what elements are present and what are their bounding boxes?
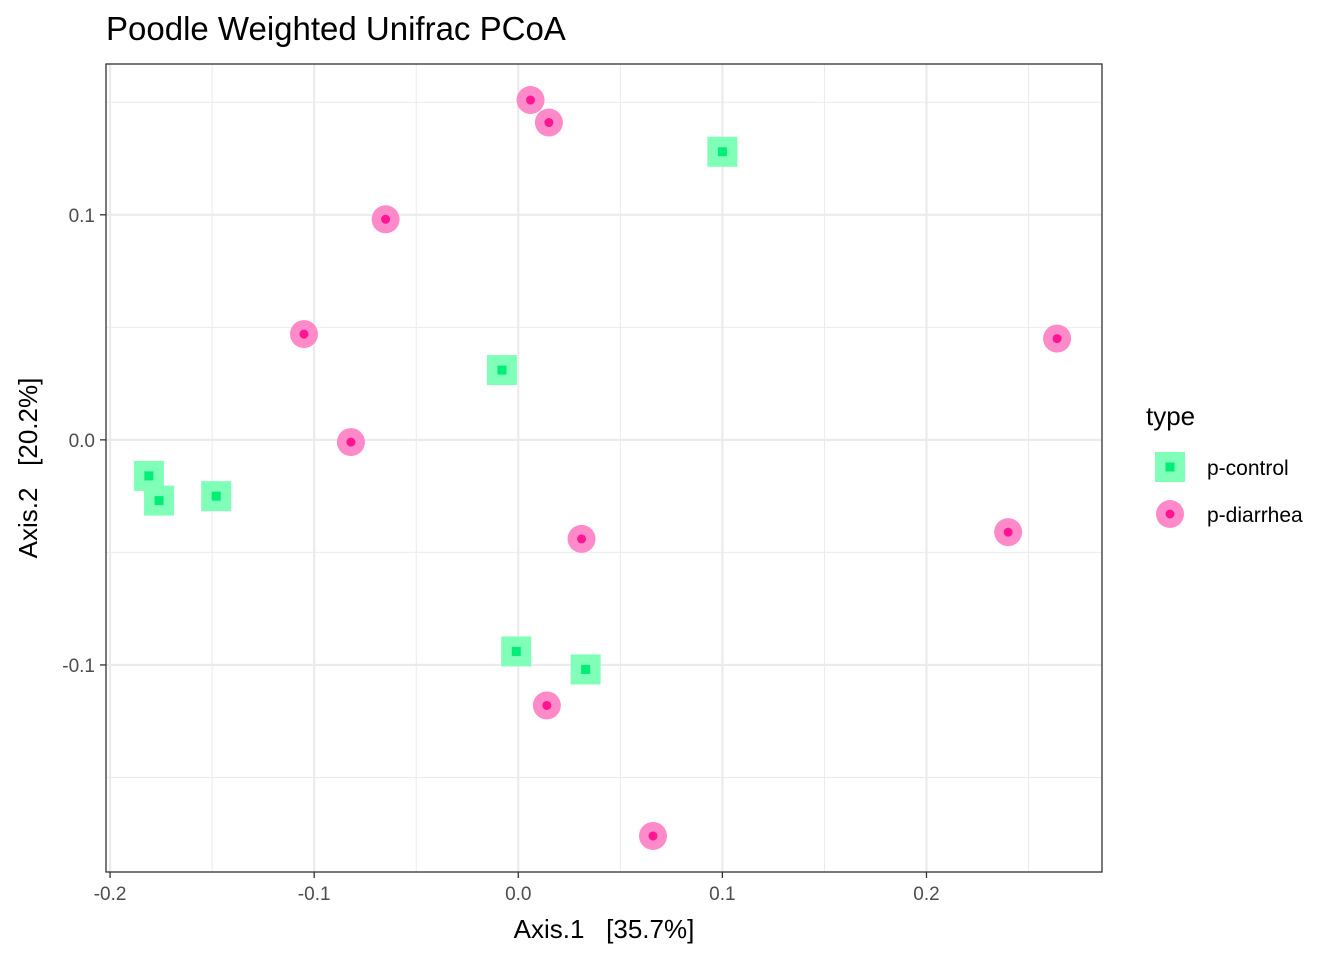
legend: type p-control p-diarrhea <box>1146 401 1303 528</box>
control-point <box>707 136 738 167</box>
x-tick-label: 0.1 <box>709 884 735 905</box>
x-axis: -0.2 -0.1 0.0 0.1 0.2 <box>94 872 940 905</box>
plot-background <box>106 64 1102 872</box>
legend-key-control <box>1155 452 1185 482</box>
legend-label: p-control <box>1207 457 1289 480</box>
diarrhea-point-core <box>542 700 552 710</box>
diarrhea-point <box>336 428 365 457</box>
diarrhea-point-core <box>1003 527 1013 537</box>
diarrhea-point-core <box>526 95 536 105</box>
diarrhea-point-core <box>346 437 356 447</box>
control-point-core <box>154 496 164 506</box>
diarrhea-point-core <box>577 534 587 544</box>
x-axis-title: Axis.1 [35.7%] <box>514 914 695 944</box>
y-axis-title: Axis.2 [20.2%] <box>13 378 43 559</box>
control-point-core <box>581 664 591 674</box>
grid-major <box>106 64 1102 872</box>
diarrhea-point-core <box>544 118 554 128</box>
x-tick-label: -0.2 <box>94 884 127 905</box>
y-tick-label: 0.1 <box>69 206 95 227</box>
y-tick-label: 0.0 <box>69 431 95 452</box>
data-points <box>133 86 1072 850</box>
diarrhea-point <box>371 205 400 234</box>
diarrhea-point <box>1043 324 1072 353</box>
diarrhea-point <box>567 524 596 553</box>
plot-border <box>105 63 1103 873</box>
diarrhea-point <box>532 691 561 720</box>
control-point <box>201 481 232 512</box>
diarrhea-point-core <box>1052 334 1062 344</box>
control-point <box>501 636 532 667</box>
control-point <box>570 654 601 685</box>
diarrhea-point <box>994 518 1023 547</box>
legend-label: p-diarrhea <box>1207 504 1303 527</box>
x-tick-label: 0.0 <box>505 884 531 905</box>
diarrhea-point <box>516 86 545 115</box>
control-point <box>144 485 175 516</box>
chart-title: Poodle Weighted Unifrac PCoA <box>106 10 566 47</box>
diarrhea-point-core <box>381 214 391 224</box>
diarrhea-point <box>534 108 563 137</box>
control-point-core <box>717 147 727 157</box>
grid-minor <box>106 64 1102 872</box>
control-point-core <box>511 646 521 656</box>
control-point-core <box>211 491 221 501</box>
y-tick-label: -0.1 <box>62 656 95 677</box>
diarrhea-point-core <box>648 831 658 841</box>
control-point <box>486 355 517 386</box>
x-tick-label: 0.2 <box>913 884 939 905</box>
x-tick-label: -0.1 <box>298 884 331 905</box>
legend-key-diarrhea <box>1156 500 1184 528</box>
legend-key-control-core <box>1165 462 1175 472</box>
legend-title: type <box>1146 401 1195 431</box>
control-point-core <box>144 471 154 481</box>
control-point-core <box>497 365 507 375</box>
legend-items: p-control p-diarrhea <box>1155 452 1303 528</box>
diarrhea-point-core <box>299 329 309 339</box>
diarrhea-point <box>289 320 318 349</box>
y-axis: -0.1 0.0 0.1 <box>62 206 106 677</box>
plot-area <box>105 63 1103 873</box>
legend-key-diarrhea-core <box>1165 509 1175 519</box>
diarrhea-point <box>638 821 667 850</box>
